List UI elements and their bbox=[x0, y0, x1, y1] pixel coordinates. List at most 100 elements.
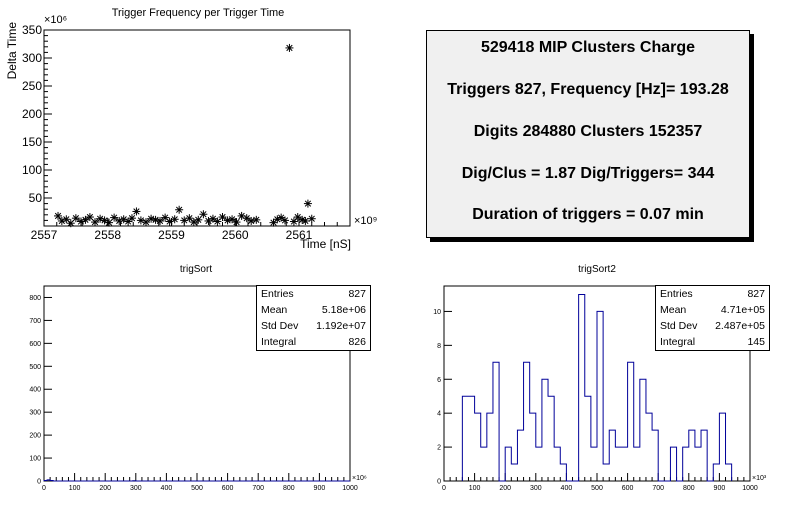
trigsort2-x-tick-label: 400 bbox=[561, 485, 573, 492]
scatter-point bbox=[208, 214, 217, 223]
stats-label: Integral bbox=[660, 336, 696, 348]
trigsort2-bin bbox=[634, 447, 640, 481]
trigsort2-bin bbox=[554, 447, 560, 481]
trigsort-y-tick-label: 300 bbox=[29, 410, 41, 417]
scatter-point-stroke bbox=[156, 217, 164, 225]
trigsort2-x-tick-label: 500 bbox=[591, 485, 603, 492]
scatter-point-stroke bbox=[128, 215, 136, 222]
trigsort2-x-tick-label: 100 bbox=[469, 485, 481, 492]
scatter-y-tick-label: 300 bbox=[22, 51, 42, 65]
trigsort2-y-tick-label: 6 bbox=[437, 377, 441, 384]
trigsort-x-tick-label: 400 bbox=[161, 485, 173, 492]
trigsort-axes: 0 100 200 300 400 500 600 700 800 0 100 200 300 400 50… bbox=[29, 295, 358, 492]
stats-label: Mean bbox=[660, 304, 687, 316]
stats-label: Mean bbox=[261, 304, 288, 316]
scatter-point-stroke bbox=[219, 213, 226, 221]
trigsort2-bin bbox=[591, 447, 597, 481]
trigsort2-histogram-outline bbox=[461, 293, 733, 482]
trigsort2-bin bbox=[701, 430, 707, 481]
trigsort2-bin bbox=[579, 294, 585, 481]
scatter-point-stroke bbox=[105, 219, 113, 226]
trigsort-x-tick-label: 700 bbox=[252, 485, 264, 492]
stats-value: 145 bbox=[747, 336, 765, 348]
scatter-point-stroke bbox=[101, 217, 108, 224]
trigsort2-x-exponent: ×10³ bbox=[752, 475, 767, 482]
scatter-title: Trigger Frequency per Trigger Time bbox=[112, 7, 285, 19]
scatter-y-axis-label: Delta Time bbox=[5, 22, 19, 80]
trigsort-y-tick-label: 700 bbox=[29, 318, 41, 325]
trigsort2-stats-box: Entries 827 Mean 4.71e+05 Std Dev 2.487e+05… bbox=[655, 285, 770, 351]
trigsort2-bin bbox=[615, 447, 621, 481]
scatter-point-stroke bbox=[308, 215, 315, 222]
scatter-point-stroke bbox=[195, 216, 202, 223]
info-line-duration: Duration of triggers = 0.07 min bbox=[472, 206, 704, 223]
scatter-point-stroke bbox=[161, 214, 169, 221]
trigsort2-bin bbox=[640, 379, 646, 481]
scatter-point bbox=[242, 214, 251, 223]
scatter-point-stroke bbox=[253, 216, 260, 223]
scatter-point bbox=[142, 218, 150, 227]
info-line-ratios: Dig/Clus = 1.87 Dig/Triggers= 344 bbox=[461, 165, 715, 182]
trigsort2-y-tick-label: 0 bbox=[437, 479, 441, 486]
trigsort-histogram-outline bbox=[43, 479, 350, 482]
trigsort2-bin bbox=[646, 413, 652, 481]
scatter-point-stroke bbox=[281, 217, 289, 224]
trigsort2-bin bbox=[652, 430, 658, 481]
trigsort-x-tick-label: 100 bbox=[69, 485, 81, 492]
stats-value: 5.18e+06 bbox=[321, 304, 366, 316]
trigsort-x-tick-label: 900 bbox=[314, 485, 326, 492]
trigsort2-x-tick-label: 900 bbox=[714, 485, 726, 492]
scatter-point-stroke bbox=[304, 200, 312, 207]
trigsort-stats-box: Entries 827 Mean 5.18e+06 Std Dev 1.192e+07… bbox=[256, 285, 371, 351]
scatter-point bbox=[105, 218, 114, 227]
trigsort-x-tick-label: 300 bbox=[130, 485, 142, 492]
trigsort2-bin bbox=[713, 464, 719, 481]
scatter-point bbox=[81, 215, 90, 224]
trigsort2-bin bbox=[695, 447, 701, 481]
stats-label: Std Dev bbox=[261, 320, 299, 332]
trigsort-x-tick-label: 1000 bbox=[342, 485, 358, 492]
stats-row: Entries 827 bbox=[656, 286, 769, 302]
scatter-point bbox=[85, 213, 94, 222]
trigsort2-bin bbox=[493, 362, 499, 481]
trigsort-x-tick-label: 0 bbox=[42, 485, 46, 492]
trigsort2-y-tick-label: 2 bbox=[437, 445, 441, 452]
scatter-point bbox=[228, 215, 237, 224]
scatter-x-exponent: ×10⁹ bbox=[354, 215, 377, 227]
scatter-y-tick-label: 250 bbox=[22, 79, 42, 93]
scatter-point-stroke bbox=[209, 215, 217, 222]
scatter-point bbox=[175, 205, 184, 214]
trigsort2-x-tick-label: 700 bbox=[652, 485, 664, 492]
trigsort2-bin bbox=[560, 464, 566, 481]
summary-info-box: 529418 MIP Clusters Charge Triggers 827,… bbox=[426, 30, 750, 238]
stats-value: 1.192e+07 bbox=[316, 320, 366, 332]
trigsort-y-tick-label: 800 bbox=[29, 295, 41, 302]
scatter-point-stroke bbox=[110, 214, 118, 221]
scatter-point bbox=[213, 217, 222, 226]
stats-value: 2.487e+05 bbox=[715, 320, 765, 332]
scatter-point bbox=[307, 214, 316, 223]
scatter-point-stroke bbox=[54, 212, 62, 220]
trigsort2-y-tick-label: 10 bbox=[433, 309, 441, 316]
trigsort2-bin bbox=[505, 447, 511, 481]
trigsort-x-tick-label: 200 bbox=[99, 485, 111, 492]
scatter-point-stroke bbox=[224, 217, 231, 224]
scatter-point-stroke bbox=[302, 217, 309, 225]
stats-row: Std Dev 1.192e+07 bbox=[257, 318, 370, 334]
scatter-point bbox=[303, 199, 312, 208]
scatter-point-stroke bbox=[137, 217, 145, 224]
scatter-point-stroke bbox=[238, 212, 245, 220]
trigsort2-bin bbox=[683, 447, 689, 481]
trigsort2-bin bbox=[548, 396, 554, 481]
trigsort2-bin bbox=[628, 362, 634, 481]
info-line-mip-clusters: 529418 MIP Clusters Charge bbox=[480, 39, 696, 56]
scatter-point bbox=[194, 215, 203, 224]
trigsort-x-exponent: ×10⁶ bbox=[352, 475, 367, 482]
info-line-digits-clusters: Digits 284880 Clusters 152357 bbox=[473, 123, 703, 140]
scatter-point bbox=[127, 214, 136, 223]
trigsort2-x-tick-label: 1000 bbox=[742, 485, 758, 492]
scatter-y-exponent: ×10⁶ bbox=[44, 14, 67, 26]
stats-value: 827 bbox=[348, 288, 366, 300]
